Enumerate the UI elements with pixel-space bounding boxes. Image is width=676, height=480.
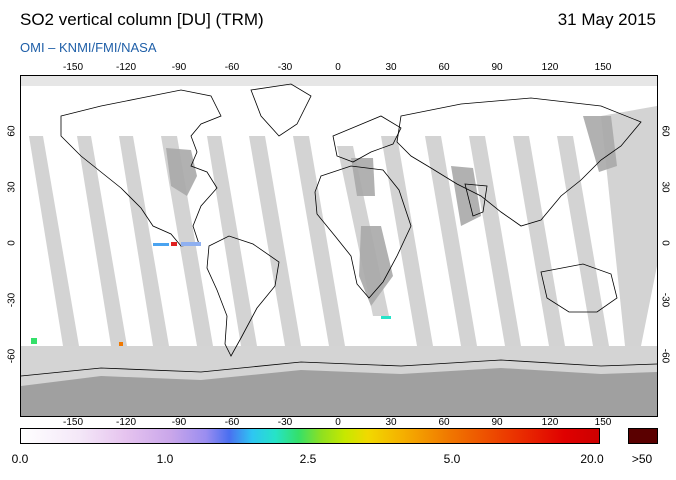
lon-tick-top: -120 [115, 62, 137, 73]
colorbar-label: 0.0 [11, 452, 29, 466]
lon-tick-bottom: 30 [385, 417, 397, 428]
lat-tick-right: -30 [659, 292, 671, 308]
lon-tick-bottom: -90 [171, 417, 187, 428]
lat-tick-left: 60 [6, 125, 18, 137]
colorbar-max-label: >50 [631, 452, 653, 466]
lon-tick-bottom: 120 [541, 417, 559, 428]
coastlines [21, 83, 657, 377]
lat-tick-left: 0 [6, 240, 18, 246]
lat-tick-right: 30 [659, 181, 671, 193]
lon-tick-top: -30 [277, 62, 293, 73]
lon-tick-top: -60 [224, 62, 240, 73]
lon-tick-bottom: -150 [62, 417, 84, 428]
lat-tick-right: -60 [659, 348, 671, 364]
lon-tick-bottom: 60 [438, 417, 450, 428]
colorbar-label: 20.0 [580, 452, 604, 466]
lat-tick-left: -30 [6, 292, 18, 308]
land-no-data [166, 116, 617, 306]
lat-tick-right: 0 [659, 240, 671, 246]
lon-tick-bottom: -30 [277, 417, 293, 428]
map-title: SO2 vertical column [DU] (TRM) [20, 10, 264, 29]
north-no-data-band [21, 76, 657, 86]
lon-tick-top: -90 [171, 62, 187, 73]
map-date: 31 May 2015 [557, 10, 656, 29]
lon-tick-top: 150 [594, 62, 612, 73]
colorbar-label: 1.0 [156, 452, 174, 466]
so2-signals [31, 242, 391, 346]
colorbar-label: 2.5 [299, 452, 317, 466]
lon-tick-bottom: 150 [594, 417, 612, 428]
lon-tick-top: 30 [385, 62, 397, 73]
lon-tick-bottom: -60 [224, 417, 240, 428]
lon-tick-bottom: -120 [115, 417, 137, 428]
lon-tick-top: 90 [491, 62, 503, 73]
lon-tick-top: 120 [541, 62, 559, 73]
lon-tick-top: 0 [335, 62, 341, 73]
lon-tick-bottom: 0 [335, 417, 341, 428]
lon-tick-top: -150 [62, 62, 84, 73]
colorbar-max-swatch [628, 428, 658, 444]
map-canvas [21, 76, 657, 416]
antarctica [21, 368, 657, 416]
so2-colorbar [20, 428, 600, 444]
data-credits: OMI – KNMI/FMI/NASA [20, 40, 157, 55]
lat-tick-left: -60 [6, 348, 18, 364]
lon-tick-bottom: 90 [491, 417, 503, 428]
so2-map [20, 75, 658, 417]
lon-tick-top: 60 [438, 62, 450, 73]
lat-tick-left: 30 [6, 181, 18, 193]
lat-tick-right: 60 [659, 125, 671, 137]
colorbar-label: 5.0 [443, 452, 461, 466]
